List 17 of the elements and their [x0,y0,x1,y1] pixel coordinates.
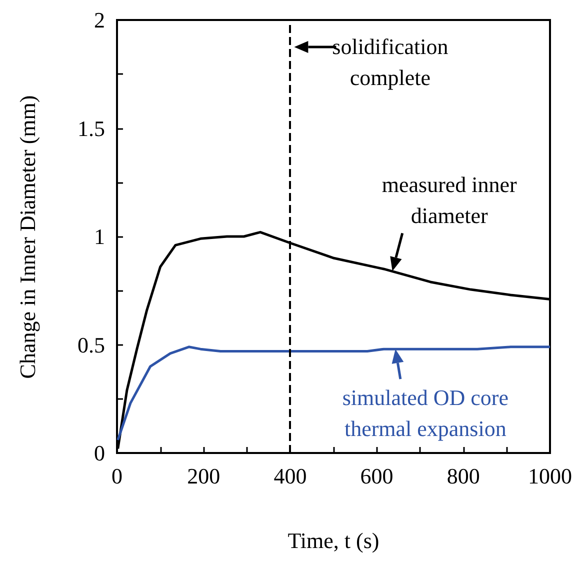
x-tick-label: 800 [446,464,480,488]
y-tick-label: 0.5 [78,332,105,358]
y-axis-title: Change in Inner Diameter (mm) [15,95,41,379]
x-tick-label: 600 [360,464,394,488]
x-tick-label: 400 [274,464,307,488]
line-series [116,346,552,442]
y-tick-label: 0 [94,440,105,466]
y-tick-label: 1 [94,224,105,249]
annotation: measured inner diameter [382,172,518,228]
y-tick-label: 2 [94,8,105,32]
annotation: simulated OD core thermal expansion [342,385,509,442]
ref-line-label: solidification complete [332,34,448,90]
x-axis-title: Time, t (s) [286,528,380,554]
x-tick-label: 1000 [528,464,572,488]
x-tick-label: 200 [187,464,220,488]
y-tick-label: 1.5 [78,116,105,141]
x-tick-label: 0 [112,464,122,488]
